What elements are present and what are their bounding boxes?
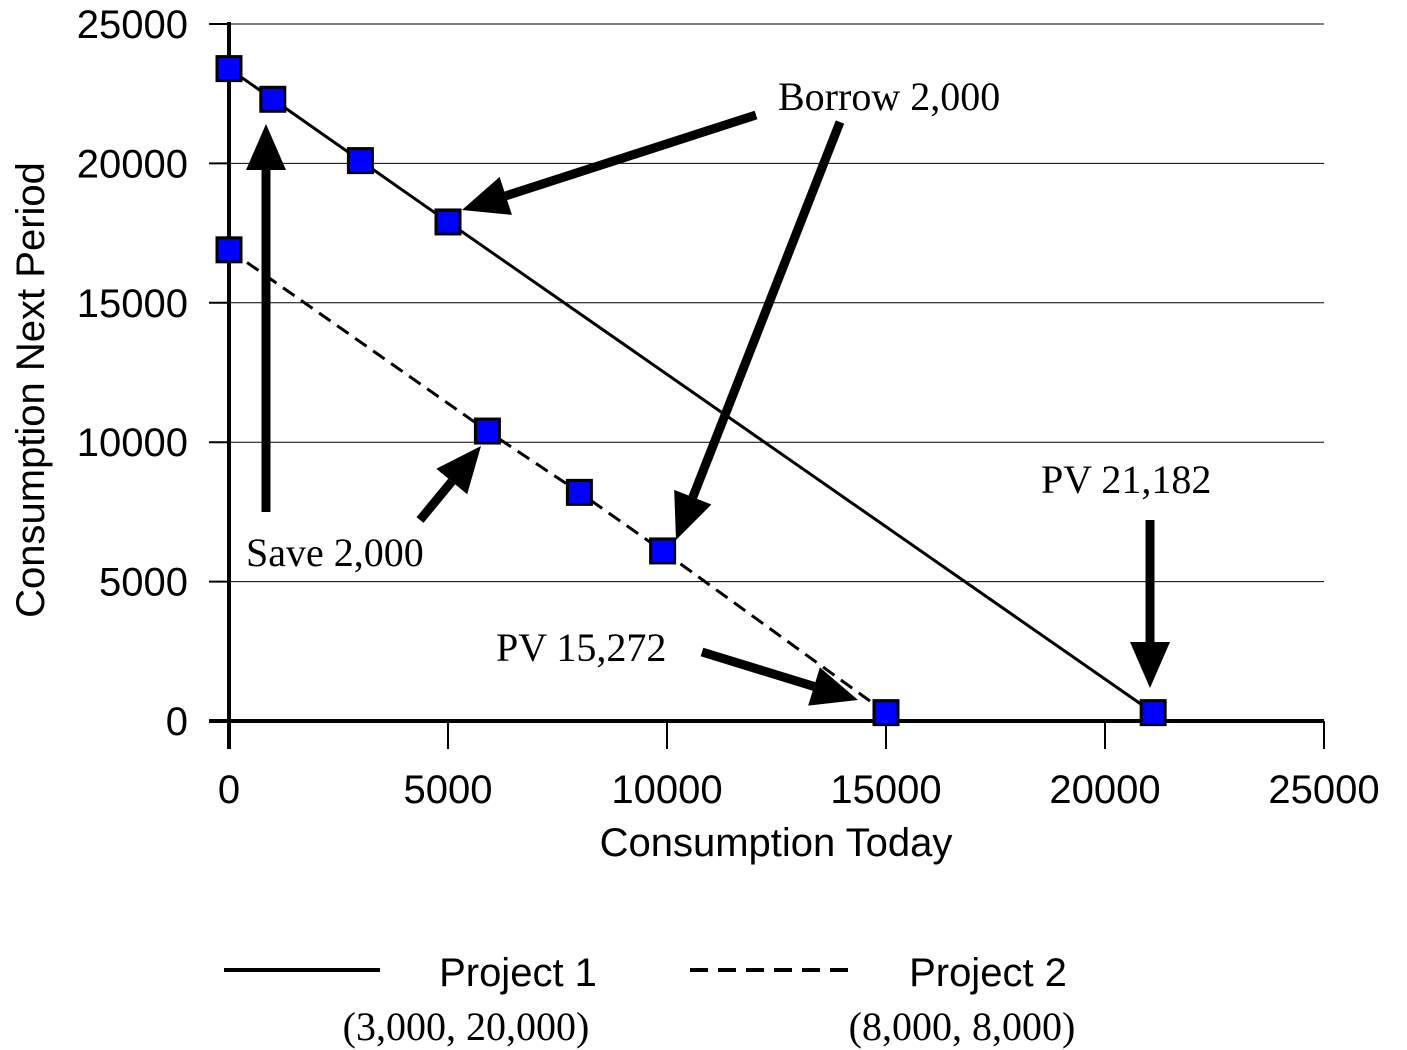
- legend-sublabel-project-2: (8,000, 8,000): [849, 1004, 1076, 1049]
- y-tick-label: 15000: [77, 282, 188, 326]
- arrow-save-2-head: [436, 446, 481, 495]
- annotation-pv-1: PV 21,182: [1041, 457, 1211, 502]
- annotations: Borrow 2,000 Save 2,000 PV 21,182 PV 15,272: [246, 74, 1211, 706]
- arrow-pv-2-head: [808, 667, 858, 706]
- annotation-pv-2: PV 15,272: [496, 625, 666, 670]
- data-point: [434, 208, 462, 236]
- arrow-borrow-1-head: [462, 176, 512, 215]
- arrow-save-1-head: [246, 124, 286, 170]
- data-point: [473, 417, 501, 445]
- legend: Project 1 (3,000, 20,000) Project 2 (8,000,…: [224, 951, 1075, 1049]
- annotation-save: Save 2,000: [246, 530, 424, 575]
- data-point: [215, 55, 243, 83]
- series-group: [215, 55, 1167, 727]
- x-tick-label: 10000: [611, 768, 722, 812]
- y-tick-label: 20000: [77, 142, 188, 186]
- x-tick-label: 15000: [830, 768, 941, 812]
- data-point: [1139, 699, 1167, 727]
- data-point: [872, 699, 900, 727]
- x-tick-label: 25000: [1268, 768, 1379, 812]
- data-point: [565, 478, 593, 506]
- annotation-borrow: Borrow 2,000: [778, 74, 1000, 119]
- arrow-borrow-1-shaft: [504, 110, 758, 201]
- arrow-pv-2-shaft: [700, 647, 816, 691]
- arrow-save-2-shaft: [416, 478, 456, 523]
- arrow-borrow-2-shaft: [688, 120, 845, 499]
- data-point: [215, 236, 243, 264]
- arrow-pv-1-head: [1130, 642, 1170, 688]
- data-point: [259, 85, 287, 113]
- legend-label-project-2: Project 2: [909, 951, 1067, 995]
- axes: 0 5000 10000 15000 20000 25000 0 5000 10000 15000…: [9, 3, 1380, 865]
- y-tick-label: 0: [166, 700, 188, 744]
- y-axis-title: Consumption Next Period: [9, 162, 53, 618]
- x-tick-label: 0: [218, 768, 240, 812]
- data-point: [346, 147, 374, 175]
- y-tick-label: 25000: [77, 3, 188, 47]
- gridlines: [229, 23, 1324, 583]
- legend-label-project-1: Project 1: [439, 951, 597, 995]
- x-axis-title: Consumption Today: [600, 821, 953, 865]
- y-tick-label: 5000: [99, 561, 188, 605]
- x-tick-label: 5000: [404, 768, 493, 812]
- y-tick-label: 10000: [77, 421, 188, 465]
- x-tick-label: 20000: [1049, 768, 1160, 812]
- arrow-borrow-2-head: [674, 489, 712, 540]
- data-point: [649, 537, 677, 565]
- legend-sublabel-project-1: (3,000, 20,000): [343, 1004, 590, 1049]
